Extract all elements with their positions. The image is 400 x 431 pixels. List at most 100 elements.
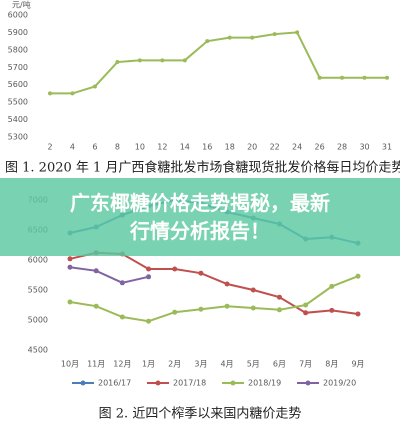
data-point: [146, 318, 152, 324]
y-tick-label: 5600: [8, 80, 28, 89]
x-tick-label: 20: [247, 143, 257, 152]
x-tick-label: 7月: [299, 360, 312, 369]
x-tick-label: 31: [382, 143, 392, 152]
legend-marker: [155, 380, 161, 386]
y-tick-label: 5300: [8, 133, 28, 142]
x-tick-label: 6月: [273, 360, 286, 369]
x-tick-label: 5月: [247, 360, 260, 369]
series-line: [69, 275, 359, 323]
x-tick-label: 2: [47, 143, 52, 152]
x-tick-label: 10: [135, 143, 145, 152]
x-tick-label: 16: [202, 143, 212, 152]
data-point: [303, 310, 309, 316]
y-tick-label: 5900: [8, 28, 28, 37]
x-tick-label: 10月: [61, 360, 79, 369]
x-tick-label: 9月: [351, 360, 364, 369]
y-tick-label: 5000: [28, 316, 48, 325]
data-point: [172, 266, 178, 272]
data-point: [303, 302, 309, 308]
x-tick-label: 8: [115, 143, 120, 152]
data-point: [48, 91, 52, 96]
data-point: [198, 306, 204, 312]
data-point: [92, 84, 97, 89]
chart-title: 图 1. 2020 年 1 月广西食糖批发市场食糖现货批发价格每日均价走势: [5, 160, 400, 176]
data-point: [93, 268, 99, 274]
data-point: [70, 91, 75, 96]
data-point: [172, 309, 178, 315]
x-tick-label: 12月: [113, 360, 131, 369]
banner-text: 广东椰糖价格走势揭秘，最新行情分析报告！: [70, 191, 330, 243]
x-tick-label: 28: [337, 143, 347, 152]
x-tick-label: 18: [225, 143, 235, 152]
x-tick-label: 22: [270, 143, 280, 152]
data-point: [137, 58, 142, 63]
y-tick-label: 5400: [8, 115, 28, 124]
data-point: [329, 307, 335, 313]
data-point: [227, 35, 232, 40]
data-point: [355, 273, 361, 279]
y-axis-label: 元/吨: [12, 0, 31, 10]
y-tick-label: 5500: [28, 286, 48, 295]
x-tick-label: 3月: [194, 360, 207, 369]
data-point: [295, 30, 300, 35]
data-point: [340, 75, 345, 80]
x-tick-label: 6: [92, 143, 97, 152]
y-tick-label: 5500: [8, 98, 28, 107]
x-tick-label: 4: [70, 143, 75, 152]
data-point: [198, 270, 204, 276]
series-line: [50, 31, 387, 95]
legend-label: 2019/20: [323, 379, 356, 388]
legend-marker: [80, 380, 86, 386]
y-tick-label: 6000: [28, 256, 48, 265]
data-point: [160, 58, 165, 63]
legend-marker: [230, 380, 236, 386]
data-point: [146, 266, 152, 272]
data-point: [205, 39, 210, 44]
y-tick-label: 5800: [8, 45, 28, 54]
data-point: [67, 264, 73, 270]
data-point: [317, 75, 322, 80]
x-tick-label: 30: [359, 143, 369, 152]
data-point: [93, 303, 99, 309]
legend-label: 2016/17: [98, 379, 131, 388]
data-point: [329, 283, 335, 289]
data-point: [224, 303, 230, 309]
x-tick-label: 26: [315, 143, 325, 152]
y-tick-label: 6000: [8, 11, 28, 20]
data-point: [67, 299, 73, 305]
legend-label: 2017/18: [173, 379, 206, 388]
data-point: [115, 60, 120, 65]
data-point: [276, 294, 282, 300]
data-point: [250, 35, 255, 40]
data-point: [224, 281, 230, 287]
banner: 广东椰糖价格走势揭秘，最新行情分析报告！: [0, 178, 400, 256]
y-tick-label: 4500: [28, 346, 48, 355]
chart-title: 图 2. 近四个榨季以来国内糖价走势: [99, 406, 302, 422]
x-tick-label: 14: [180, 143, 190, 152]
x-tick-label: 8月: [325, 360, 338, 369]
x-tick-label: 12: [157, 143, 167, 152]
x-tick-label: 2月: [168, 360, 181, 369]
legend-label: 2018/19: [248, 379, 281, 388]
series-line: [69, 251, 359, 315]
x-tick-label: 24: [292, 143, 302, 152]
data-point: [250, 305, 256, 311]
legend-marker: [305, 380, 311, 386]
x-tick-label: 1月: [142, 360, 155, 369]
data-point: [272, 32, 277, 37]
x-tick-label: 11月: [87, 360, 105, 369]
data-point: [362, 75, 367, 80]
data-point: [119, 314, 125, 320]
data-point: [67, 256, 73, 262]
data-point: [119, 280, 125, 286]
data-point: [250, 287, 256, 293]
data-point: [182, 58, 187, 63]
data-point: [355, 311, 361, 317]
data-point: [276, 307, 282, 313]
data-point: [146, 274, 152, 280]
data-point: [385, 75, 389, 80]
x-tick-label: 4月: [221, 360, 234, 369]
series-line: [69, 266, 149, 284]
